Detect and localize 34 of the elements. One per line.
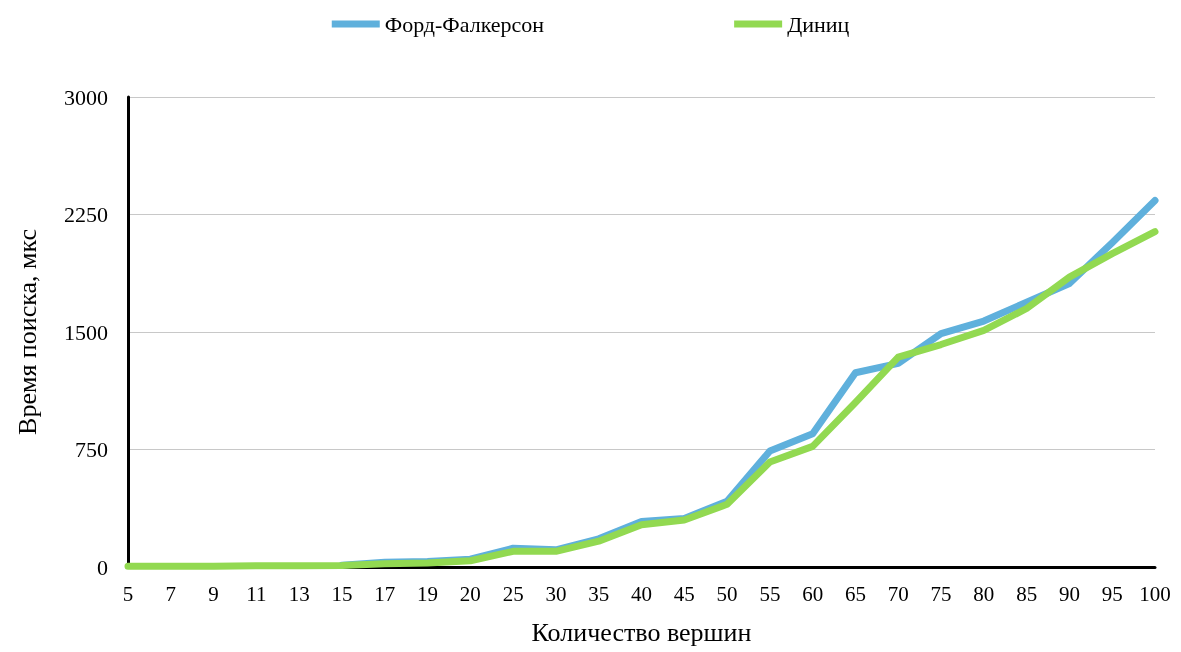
x-tick-label: 15 bbox=[331, 581, 353, 606]
x-tick-label: 20 bbox=[459, 581, 481, 606]
x-tick-label: 70 bbox=[887, 581, 909, 606]
x-tick-label: 80 bbox=[973, 581, 995, 606]
x-tick-label: 25 bbox=[502, 581, 524, 606]
legend-label: Форд-Фалкерсон bbox=[384, 11, 545, 37]
x-tick-label: 5 bbox=[122, 581, 134, 606]
y-tick-label: 3000 bbox=[64, 84, 108, 110]
x-tick-label: 35 bbox=[588, 581, 610, 606]
x-tick-label: 13 bbox=[288, 581, 310, 606]
x-tick-label: 90 bbox=[1058, 581, 1080, 606]
x-tick-label: 75 bbox=[930, 581, 952, 606]
x-tick-label: 9 bbox=[208, 581, 219, 606]
x-axis-title: Количество вершин bbox=[531, 617, 752, 647]
y-tick-label: 1500 bbox=[64, 319, 108, 345]
x-tick-label: 7 bbox=[165, 581, 177, 606]
x-tick-label: 19 bbox=[417, 581, 439, 606]
y-axis-title: Время поиска, мкс bbox=[12, 229, 42, 435]
x-tick-label: 17 bbox=[374, 581, 396, 606]
x-tick-label: 95 bbox=[1101, 581, 1123, 606]
y-tick-label: 750 bbox=[75, 437, 108, 462]
x-tick-label: 55 bbox=[759, 581, 781, 606]
x-tick-label: 100 bbox=[1139, 581, 1171, 606]
y-tick-label: 2250 bbox=[64, 202, 108, 227]
y-tick-label: 0 bbox=[97, 554, 108, 580]
x-tick-label: 30 bbox=[545, 581, 567, 606]
legend-label: Диниц bbox=[787, 11, 850, 37]
x-tick-label: 50 bbox=[716, 581, 738, 606]
x-tick-label: 85 bbox=[1016, 581, 1038, 606]
x-tick-label: 11 bbox=[246, 581, 267, 606]
x-tick-label: 60 bbox=[802, 581, 824, 606]
x-tick-label: 45 bbox=[673, 581, 695, 606]
x-tick-label: 65 bbox=[844, 581, 866, 606]
x-tick-label: 40 bbox=[631, 581, 652, 606]
